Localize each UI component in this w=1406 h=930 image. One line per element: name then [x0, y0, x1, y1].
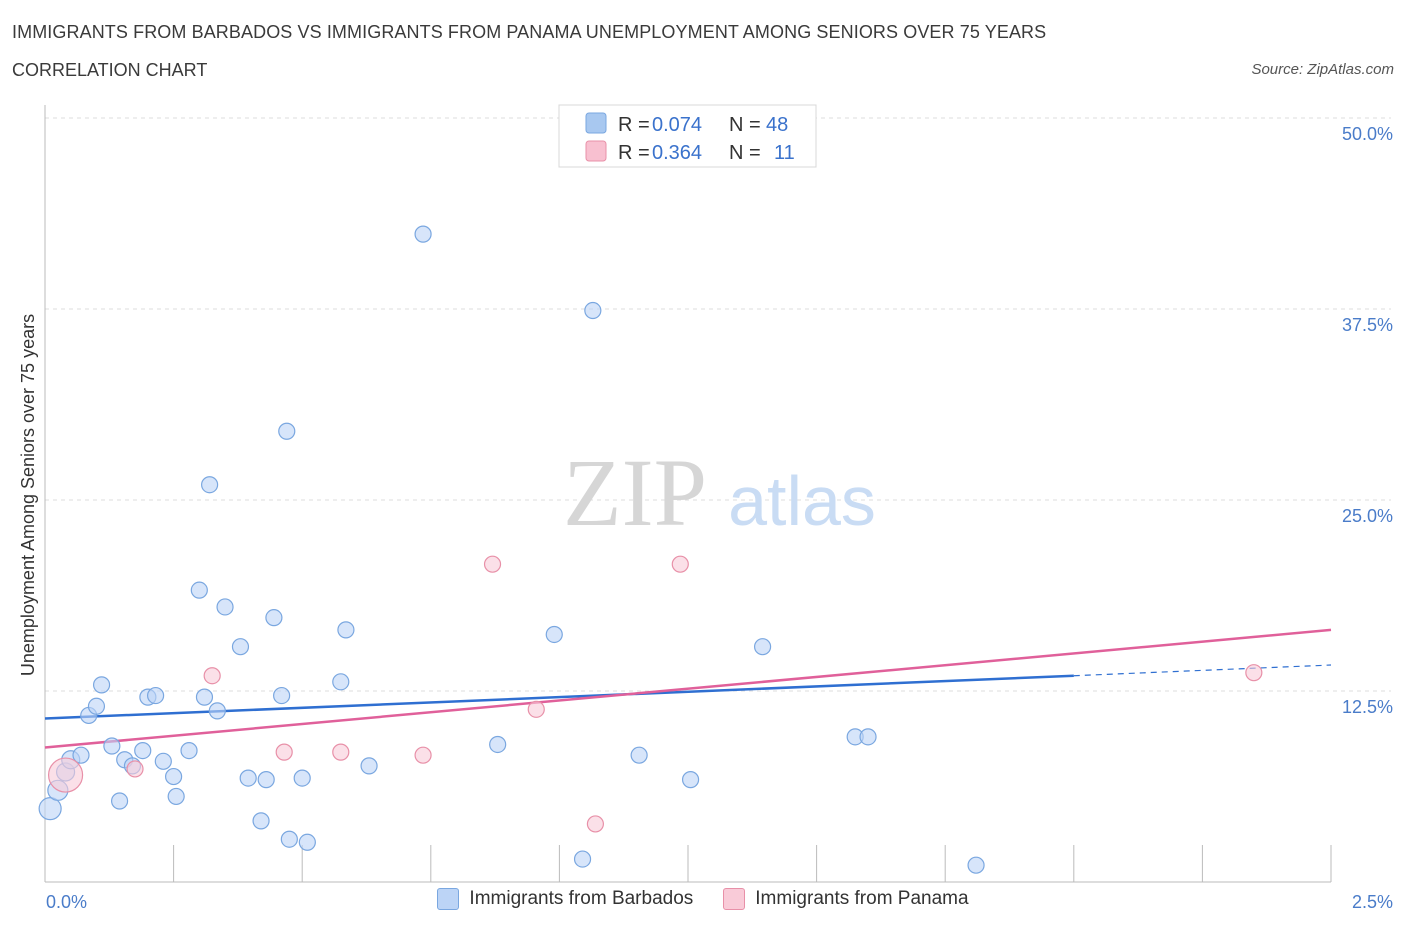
- source-label: Source: ZipAtlas.com: [1251, 61, 1394, 78]
- bottom-legend-swatch-barbados: [437, 888, 460, 910]
- barbados-point-21[interactable]: [201, 476, 219, 494]
- panama-point-10[interactable]: [1245, 664, 1263, 682]
- panama-point-2[interactable]: [203, 667, 221, 685]
- barbados-point-6[interactable]: [87, 697, 106, 715]
- barbados-point-8[interactable]: [103, 737, 121, 755]
- legend-r-value-1: 0.074: [652, 114, 702, 136]
- panama-point-9[interactable]: [671, 555, 689, 573]
- barbados-point-46[interactable]: [859, 728, 877, 746]
- legend-swatch-panama: [585, 140, 607, 162]
- panama-point-6[interactable]: [483, 555, 502, 573]
- legend-r-value-2: 0.364: [652, 142, 702, 164]
- legend-n-label-2: N =: [729, 142, 761, 164]
- barbados-point-26[interactable]: [252, 812, 270, 830]
- barbados-point-18[interactable]: [180, 741, 198, 760]
- barbados-point-34[interactable]: [332, 673, 350, 691]
- barbados-point-37[interactable]: [414, 225, 432, 243]
- barbados-point-15[interactable]: [154, 752, 172, 770]
- y-axis-label: Unemployment Among Seniors over 75 years: [18, 314, 38, 676]
- barbados-point-41[interactable]: [584, 301, 602, 320]
- barbados-point-39[interactable]: [545, 625, 563, 644]
- barbados-point-16[interactable]: [165, 767, 183, 786]
- barbados-point-29[interactable]: [273, 686, 291, 705]
- y-tick-label-3: 50.0%: [1342, 124, 1393, 144]
- watermark: ZIP atlas: [563, 439, 876, 546]
- x-tick-label-max: 2.5%: [1352, 892, 1393, 912]
- panama-point-3[interactable]: [275, 743, 293, 761]
- barbados-point-42[interactable]: [630, 746, 648, 764]
- barbados-point-36[interactable]: [360, 757, 378, 775]
- data-points: [38, 225, 1263, 874]
- barbados-point-35[interactable]: [337, 621, 355, 639]
- panama-point-1[interactable]: [126, 760, 144, 778]
- bottom-legend-label-panama: Immigrants from Panama: [755, 888, 969, 909]
- legend-r-label-2: R =: [618, 142, 650, 164]
- legend-box: R = 0.074 N = 48 R = 0.364 N = 11: [558, 104, 817, 168]
- barbados-point-25[interactable]: [239, 769, 257, 787]
- watermark-atlas: atlas: [728, 462, 876, 540]
- y-tick-label-2: 37.5%: [1342, 315, 1393, 335]
- barbados-point-7[interactable]: [92, 676, 111, 694]
- gridlines: [45, 117, 1391, 692]
- panama-point-4[interactable]: [332, 743, 350, 761]
- barbados-point-30[interactable]: [278, 422, 296, 440]
- chart-subtitle: CORRELATION CHART: [12, 60, 208, 80]
- chart-title: IMMIGRANTS FROM BARBADOS VS IMMIGRANTS F…: [12, 22, 1047, 42]
- barbados-point-43[interactable]: [681, 771, 700, 789]
- barbados-point-32[interactable]: [293, 769, 311, 787]
- legend-n-value-1: 48: [766, 114, 788, 136]
- legend-n-value-2: 11: [774, 142, 795, 164]
- y-tick-labels: 12.5% 25.0% 37.5% 50.0%: [1342, 124, 1393, 717]
- panama-point-8[interactable]: [586, 815, 605, 833]
- barbados-point-19[interactable]: [190, 581, 208, 599]
- barbados-point-28[interactable]: [265, 609, 283, 627]
- barbados-point-9[interactable]: [110, 792, 129, 810]
- watermark-zip: ZIP: [563, 439, 707, 546]
- barbados-point-33[interactable]: [298, 833, 316, 851]
- legend-swatch-barbados: [585, 112, 607, 134]
- barbados-point-22[interactable]: [208, 702, 226, 720]
- panama-point-0[interactable]: [47, 757, 84, 793]
- axes: [44, 105, 1332, 883]
- barbados-point-4[interactable]: [72, 746, 90, 764]
- bottom-legend: Immigrants from Barbados Immigrants from…: [0, 888, 1406, 910]
- barbados-point-44[interactable]: [753, 638, 772, 656]
- y-tick-label-0: 12.5%: [1342, 697, 1393, 717]
- barbados-point-14[interactable]: [146, 686, 165, 705]
- barbados-point-24[interactable]: [231, 638, 250, 656]
- x-tick-label-min: 0.0%: [46, 892, 87, 912]
- panama-point-5[interactable]: [414, 746, 432, 764]
- barbados-point-17[interactable]: [167, 787, 185, 806]
- barbados-point-38[interactable]: [489, 735, 507, 754]
- barbados-point-40[interactable]: [573, 850, 592, 868]
- barbados-point-0[interactable]: [38, 797, 62, 821]
- bottom-legend-swatch-panama: [723, 888, 746, 910]
- legend-r-label-1: R =: [618, 114, 650, 136]
- bottom-legend-item-panama[interactable]: Immigrants from Panama: [723, 888, 969, 910]
- barbados-point-20[interactable]: [195, 688, 214, 706]
- legend-n-label-1: N =: [729, 114, 761, 136]
- bottom-legend-label-barbados: Immigrants from Barbados: [469, 888, 694, 909]
- bottom-legend-item-barbados[interactable]: Immigrants from Barbados: [437, 888, 693, 910]
- barbados-point-27[interactable]: [257, 771, 275, 789]
- panama-point-7[interactable]: [527, 700, 545, 718]
- barbados-point-12[interactable]: [134, 741, 152, 760]
- trend-line-extension-0: [1073, 664, 1332, 677]
- x-tick-labels: 0.0% 2.5%: [46, 892, 1393, 912]
- trend-line-1: [44, 628, 1332, 749]
- barbados-point-31[interactable]: [280, 830, 298, 848]
- y-tick-label-1: 25.0%: [1342, 506, 1393, 526]
- barbados-point-47[interactable]: [967, 856, 985, 874]
- barbados-point-23[interactable]: [216, 598, 234, 616]
